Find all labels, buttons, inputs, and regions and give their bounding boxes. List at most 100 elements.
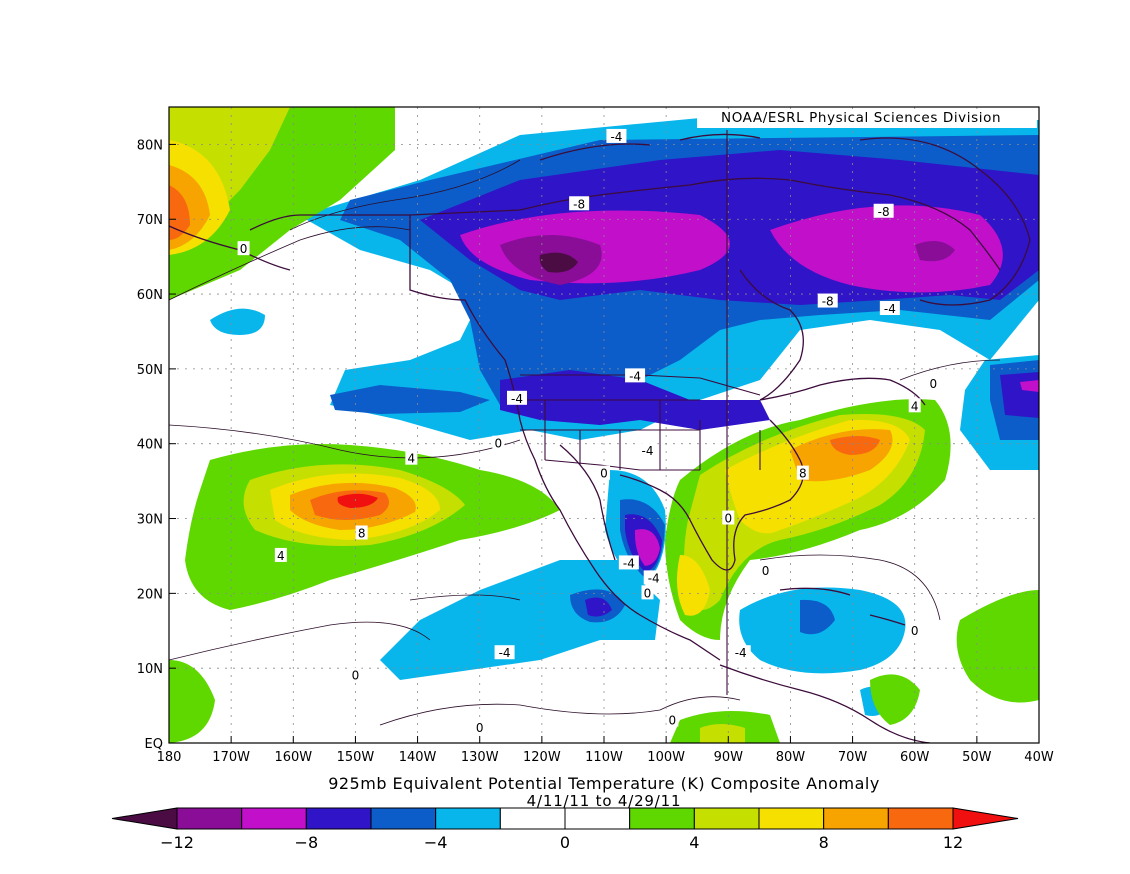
colorbar-label: −12	[160, 833, 194, 852]
colorbar-segment	[499, 807, 566, 830]
colorbar-label: 12	[943, 833, 963, 852]
contour-label-bg	[817, 293, 838, 308]
contour-label-bg	[873, 203, 894, 218]
contour-label-bg	[274, 547, 287, 562]
x-tick-label: 40W	[1024, 750, 1054, 765]
contour-label: 4	[277, 549, 285, 563]
x-tick-label: 90W	[714, 750, 744, 765]
colorbar-segment	[887, 807, 954, 830]
y-tick-label: 20N	[137, 587, 163, 602]
x-tick-label: 70W	[838, 750, 868, 765]
map-axes: 180 170W 160W 150W 140W 130W 120W 110W 100W 90W 80…	[137, 138, 1054, 765]
lat-lon-grid	[169, 107, 1039, 743]
contour-label: 0	[352, 669, 360, 683]
x-tick-label: 130W	[461, 750, 499, 765]
colorbar-segment	[758, 807, 825, 830]
contour-label: 0	[240, 242, 248, 256]
colorbar: −12 −8 −4 0 4 8 12	[111, 807, 1019, 852]
contour-label: -8	[878, 205, 890, 219]
contour-label: -4	[511, 392, 523, 406]
contour-label-bg	[641, 585, 654, 600]
y-tick-label: 10N	[137, 662, 163, 677]
contour-label-bg	[927, 375, 940, 390]
credit-label: NOAA/ESRL Physical Sciences Division	[697, 109, 1037, 128]
contour-label-bg	[643, 570, 664, 585]
y-tick-label: 70N	[137, 213, 163, 228]
contour-label: -8	[573, 197, 585, 211]
contour-lines	[169, 159, 1001, 726]
contour-label: 0	[476, 721, 484, 735]
contour-label: -4	[629, 369, 641, 383]
contour-label-bg	[618, 555, 639, 570]
contour-label-bg	[349, 667, 362, 682]
contour-label: -8	[822, 295, 834, 309]
contour-label-bg	[625, 368, 646, 383]
y-tick-label: 60N	[137, 288, 163, 303]
y-tick-label: 50N	[137, 363, 163, 378]
x-tick-label: 150W	[337, 750, 375, 765]
x-tick-label: 180	[157, 750, 182, 765]
contour-label: 0	[762, 564, 770, 578]
contour-label: -4	[648, 571, 660, 585]
colorbar-segment	[435, 807, 501, 830]
contour-label-bg	[494, 645, 515, 660]
x-tick-label: 170W	[212, 750, 250, 765]
contour-label-bg	[730, 645, 751, 660]
contour-label-bg	[759, 562, 772, 577]
contour-label: 8	[799, 467, 807, 481]
colorbar-label: 4	[689, 833, 699, 852]
x-tick-label: 60W	[900, 750, 930, 765]
y-tick-label: EQ	[145, 737, 163, 752]
colorbar-segment	[629, 807, 695, 830]
contour-label-bg	[606, 128, 627, 143]
colorbar-label: 8	[819, 833, 829, 852]
contour-label: 4	[408, 452, 416, 466]
colorbar-segment	[693, 807, 760, 830]
contour-label-bg	[796, 465, 809, 480]
colorbar-label: −8	[295, 833, 319, 852]
contour-label: 0	[911, 624, 919, 638]
x-tick-label: 110W	[585, 750, 623, 765]
contour-label-bg	[569, 196, 590, 211]
contour-label-bg	[507, 390, 527, 405]
y-tick-label: 30N	[137, 513, 163, 528]
colorbar-segment	[823, 807, 889, 830]
colorbar-left-arrow	[111, 807, 178, 830]
colorbar-segment	[370, 807, 437, 830]
colorbar-segment	[176, 807, 243, 830]
contour-label-bg	[666, 712, 679, 727]
contour-label-bg	[355, 525, 368, 540]
y-tick-label: 80N	[137, 138, 163, 153]
x-tick-label: 80W	[776, 750, 806, 765]
colorbar-segment	[241, 807, 307, 830]
colorbar-segment	[305, 807, 372, 830]
contour-label: -4	[610, 130, 622, 144]
x-tick-label: 140W	[399, 750, 437, 765]
contour-label: -4	[642, 444, 654, 458]
x-tick-label: 50W	[962, 750, 992, 765]
contour-label: 0	[495, 437, 503, 451]
contour-label: -4	[884, 302, 896, 316]
colorbar-label: −4	[424, 833, 448, 852]
contour-label: 0	[930, 377, 938, 391]
contour-label-bg	[879, 301, 900, 316]
contour-label-bg	[473, 720, 486, 735]
x-tick-label: 120W	[523, 750, 561, 765]
contour-label-bg	[637, 443, 658, 458]
contour-label-bg	[722, 510, 735, 525]
political-boundaries	[520, 130, 761, 695]
colorbar-right-arrow	[952, 807, 1019, 830]
x-tick-label: 100W	[647, 750, 685, 765]
contour-label-bg	[908, 398, 921, 413]
y-tick-label: 40N	[137, 438, 163, 453]
colorbar-segment	[564, 807, 631, 830]
colorbar-label: 0	[560, 833, 570, 852]
contour-label: 4	[911, 399, 919, 413]
positive-anomaly-fill	[169, 107, 1039, 743]
contour-label: -4	[499, 646, 511, 660]
contour-label: 0	[644, 586, 652, 600]
contour-label: 0	[600, 467, 608, 481]
